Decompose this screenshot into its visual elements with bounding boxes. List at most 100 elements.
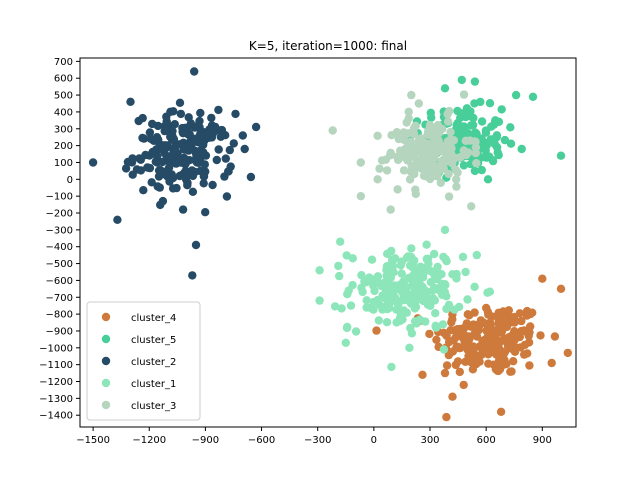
cluster_3-legend-label: cluster_3 bbox=[131, 401, 176, 412]
cluster_1-point bbox=[365, 273, 374, 282]
cluster_3-point bbox=[471, 143, 481, 152]
cluster_5-point bbox=[453, 118, 462, 128]
cluster_1-point bbox=[405, 296, 414, 306]
cluster_2-point bbox=[221, 154, 230, 163]
cluster_3-point bbox=[434, 136, 443, 145]
cluster_2-point bbox=[172, 183, 181, 193]
cluster_4-point bbox=[489, 360, 498, 369]
cluster_2-point bbox=[204, 133, 214, 142]
cluster_5-point bbox=[469, 113, 478, 123]
cluster_5-point bbox=[556, 151, 566, 160]
cluster_4-point bbox=[506, 332, 515, 341]
y-tick-label: −1200 bbox=[39, 377, 73, 388]
x-tick-label: −600 bbox=[248, 435, 275, 446]
y-tick-label: −700 bbox=[46, 293, 73, 304]
cluster_1-point bbox=[330, 302, 340, 311]
cluster_4-point bbox=[418, 370, 427, 379]
cluster_1-point bbox=[382, 318, 392, 327]
cluster_1-point bbox=[397, 269, 406, 278]
cluster_2-point bbox=[183, 178, 192, 188]
y-tick-label: −300 bbox=[46, 225, 73, 236]
cluster_1-point bbox=[410, 317, 420, 326]
y-tick-label: 600 bbox=[54, 74, 73, 85]
cluster_3-point bbox=[385, 151, 395, 160]
cluster_4-point bbox=[493, 366, 502, 375]
cluster_1-point bbox=[383, 249, 392, 258]
cluster_2-point bbox=[208, 180, 217, 190]
cluster_1-point bbox=[362, 303, 371, 312]
cluster_4-point bbox=[471, 328, 480, 337]
cluster_1-point bbox=[423, 254, 433, 263]
cluster_2-point bbox=[154, 135, 163, 144]
cluster_3-point bbox=[403, 150, 412, 159]
cluster_5-point bbox=[470, 166, 480, 176]
cluster_4-point bbox=[453, 325, 462, 334]
cluster_4-point bbox=[453, 357, 463, 366]
cluster_3-point bbox=[414, 136, 423, 145]
cluster_3-point bbox=[382, 166, 392, 175]
y-tick-label: −200 bbox=[46, 209, 73, 220]
cluster_3-point bbox=[452, 175, 461, 184]
cluster_5-point bbox=[489, 135, 498, 144]
cluster_3-point bbox=[464, 148, 473, 157]
x-tick-label: 0 bbox=[371, 435, 377, 446]
cluster_2-point bbox=[199, 172, 209, 181]
cluster_5-point bbox=[457, 75, 466, 85]
cluster_4-point bbox=[448, 392, 457, 401]
y-tick-label: −800 bbox=[46, 310, 73, 321]
cluster_5-point bbox=[500, 135, 510, 145]
y-tick-label: −1400 bbox=[39, 411, 73, 422]
cluster_1-point bbox=[374, 316, 383, 325]
y-tick-label: 100 bbox=[54, 158, 73, 169]
cluster_1-point bbox=[382, 265, 391, 275]
cluster_1-point bbox=[342, 323, 352, 333]
cluster_3-point bbox=[441, 145, 451, 154]
cluster_3-legend-marker bbox=[101, 400, 111, 410]
cluster_4-point bbox=[517, 326, 526, 336]
cluster_4-point bbox=[442, 412, 451, 422]
plot-frame bbox=[79, 57, 577, 428]
cluster_4-point bbox=[563, 348, 572, 358]
cluster_1-point bbox=[315, 266, 324, 275]
cluster_3-point bbox=[406, 137, 416, 147]
y-tick-label: −500 bbox=[46, 259, 73, 270]
cluster_1-point bbox=[369, 305, 378, 314]
cluster_1-point bbox=[367, 255, 377, 264]
x-tick-label: 600 bbox=[477, 435, 496, 446]
cluster_1-point bbox=[442, 304, 451, 314]
cluster_3-points bbox=[328, 90, 481, 214]
cluster_2-point bbox=[169, 134, 179, 144]
cluster_2-point bbox=[225, 145, 234, 155]
cluster_1-point bbox=[341, 338, 350, 347]
cluster_4-point bbox=[442, 361, 452, 370]
cluster_4-point bbox=[525, 361, 534, 370]
cluster_2-point bbox=[178, 205, 188, 214]
cluster_1-point bbox=[395, 297, 404, 306]
cluster_1-point bbox=[436, 283, 445, 292]
cluster_3-point bbox=[472, 159, 481, 168]
cluster_5-point bbox=[485, 152, 494, 161]
cluster_5-point bbox=[477, 165, 486, 175]
cluster_4-point bbox=[524, 338, 534, 347]
cluster_4-point bbox=[440, 368, 450, 378]
y-tick-label: 400 bbox=[54, 107, 73, 118]
cluster_2-point bbox=[199, 179, 208, 188]
cluster_1-point bbox=[430, 296, 440, 305]
cluster_1-point bbox=[463, 295, 472, 304]
cluster_1-point bbox=[334, 261, 343, 271]
cluster_5-point bbox=[457, 109, 466, 118]
cluster_1-point bbox=[343, 289, 352, 299]
cluster_3-point bbox=[425, 121, 435, 130]
cluster_5-point bbox=[481, 146, 490, 155]
cluster_2-point bbox=[238, 131, 247, 140]
cluster_3-point bbox=[409, 129, 419, 139]
cluster_4-point bbox=[484, 350, 493, 359]
cluster_5-point bbox=[506, 123, 515, 132]
cluster_3-point bbox=[386, 205, 395, 214]
cluster_4-point bbox=[510, 347, 520, 356]
y-tick-label: 0 bbox=[67, 175, 73, 186]
cluster_2-point bbox=[159, 141, 169, 150]
cluster_3-point bbox=[435, 125, 444, 135]
cluster_4-point bbox=[464, 351, 473, 361]
y-tick-label: −400 bbox=[46, 242, 73, 253]
